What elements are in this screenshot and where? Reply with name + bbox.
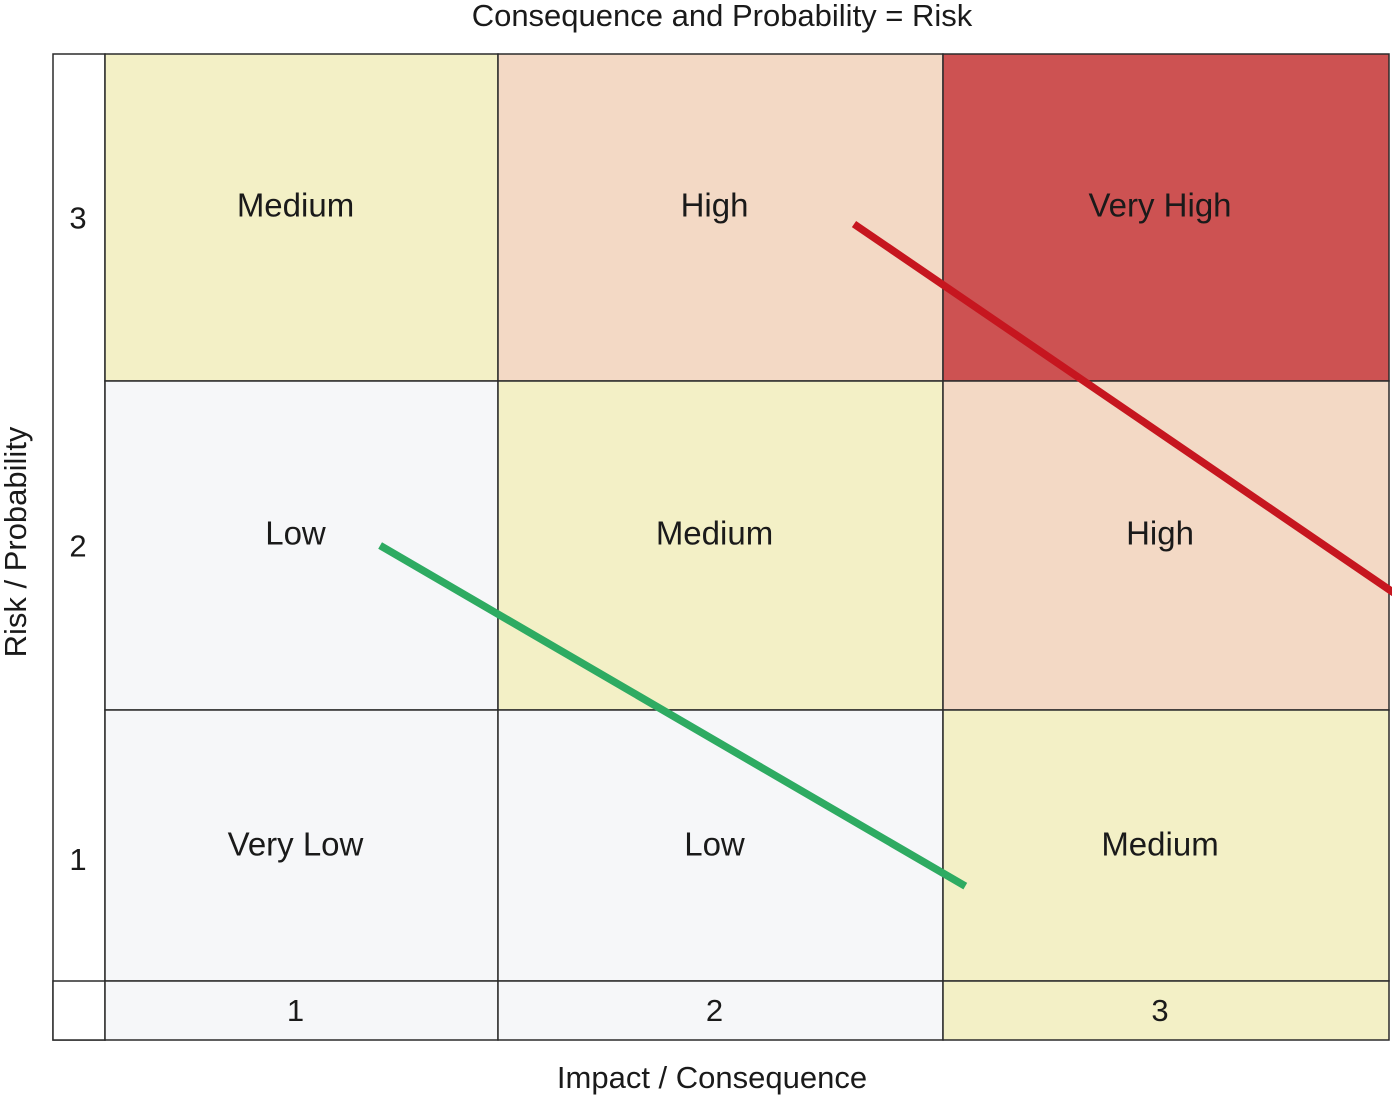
y-tick-label: 3 bbox=[69, 201, 86, 236]
matrix-cell bbox=[104, 709, 499, 982]
cell-label: Low bbox=[684, 826, 745, 863]
matrix-cell bbox=[104, 53, 499, 382]
y-axis-label: Risk / Probability bbox=[0, 426, 33, 657]
y-tick-label: 1 bbox=[69, 842, 86, 877]
cell-label: Medium bbox=[1101, 826, 1218, 863]
y-tick-label: 2 bbox=[69, 529, 86, 564]
cell-label: Medium bbox=[237, 187, 354, 224]
red-trend-line bbox=[851, 220, 1392, 597]
y-tick-column bbox=[52, 53, 106, 1041]
x-tick-label: 2 bbox=[706, 993, 723, 1028]
cell-label: Low bbox=[265, 515, 326, 552]
matrix-cell bbox=[497, 53, 944, 382]
cell-label: Very Low bbox=[228, 826, 364, 863]
cell-label: Very High bbox=[1088, 187, 1231, 224]
green-trend-line bbox=[378, 542, 968, 890]
cell-label: High bbox=[681, 187, 749, 224]
x-axis-label: Impact / Consequence bbox=[557, 1060, 867, 1095]
x-tick-label: 3 bbox=[1151, 993, 1168, 1028]
chart-title: Consequence and Probability = Risk bbox=[472, 0, 973, 33]
x-tick-cell bbox=[942, 980, 1390, 1041]
matrix-cell bbox=[942, 53, 1390, 382]
tick-row-corner bbox=[52, 980, 106, 1041]
cell-label: Medium bbox=[656, 515, 773, 552]
cell-label: High bbox=[1126, 515, 1194, 552]
x-tick-cell bbox=[497, 980, 944, 1041]
matrix-cell bbox=[942, 709, 1390, 982]
x-tick-label: 1 bbox=[287, 993, 304, 1028]
matrix-cell bbox=[104, 380, 499, 711]
